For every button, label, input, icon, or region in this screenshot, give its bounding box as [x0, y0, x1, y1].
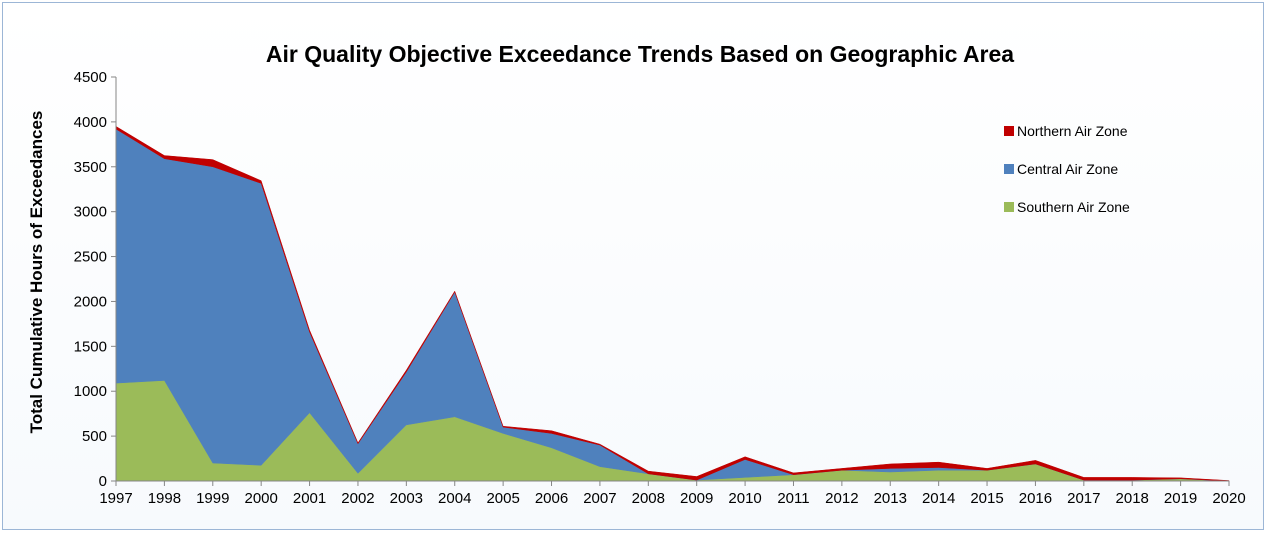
y-tick-label: 4000 [74, 114, 107, 131]
x-tick-label: 2012 [825, 490, 858, 507]
x-tick-label: 2019 [1164, 490, 1197, 507]
legend-swatch-northern-air-zone [1004, 126, 1014, 136]
x-tick-label: 2005 [486, 490, 519, 507]
x-tick-label: 2015 [970, 490, 1003, 507]
stacked-areas [115, 125, 1230, 482]
x-tick-label: 2003 [390, 490, 423, 507]
y-axis-label: Total Cumulative Hours of Exceedances [27, 111, 46, 434]
x-tick-label: 2010 [728, 490, 761, 507]
x-tick-label: 2002 [341, 490, 374, 507]
x-tick-label: 1997 [99, 490, 132, 507]
x-tick-label: 2004 [438, 490, 471, 507]
x-tick-label: 2016 [1019, 490, 1052, 507]
x-tick-label: 2017 [1067, 490, 1100, 507]
x-tick-label: 2013 [874, 490, 907, 507]
y-tick-label: 2000 [74, 293, 107, 310]
axes: 0 500 1000 1500 2000 2500 3000 3500 4000 4500 1997… [74, 69, 1246, 507]
x-tick-label: 1999 [196, 490, 229, 507]
y-tick-label: 3000 [74, 204, 107, 221]
y-tick-label: 4500 [74, 69, 107, 86]
y-tick-label: 3500 [74, 159, 107, 176]
x-tick-label: 2001 [293, 490, 326, 507]
x-tick-label: 2008 [632, 490, 665, 507]
x-tick-label: 2006 [535, 490, 568, 507]
x-tick-label: 2007 [583, 490, 616, 507]
x-tick-label: 2009 [680, 490, 713, 507]
y-tick-label: 2500 [74, 249, 107, 266]
chart-title: Air Quality Objective Exceedance Trends … [266, 41, 1014, 67]
x-tick-label: 2020 [1212, 490, 1245, 507]
legend-label-northern-air-zone: Northern Air Zone [1017, 123, 1128, 139]
x-tick-label: 2018 [1116, 490, 1149, 507]
legend-label-southern-air-zone: Southern Air Zone [1017, 199, 1130, 215]
x-tick-label: 2011 [777, 490, 809, 507]
x-tick-label: 1998 [148, 490, 181, 507]
y-tick-label: 1000 [74, 383, 107, 400]
legend-swatch-southern-air-zone [1004, 202, 1014, 212]
legend-swatch-central-air-zone [1004, 164, 1014, 174]
x-tick-label: 2000 [244, 490, 277, 507]
y-tick-label: 0 [99, 473, 107, 490]
legend: Northern Air Zone Central Air Zone Souther… [1004, 123, 1130, 215]
y-tick-label: 500 [82, 428, 107, 445]
y-tick-label: 1500 [74, 338, 107, 355]
legend-label-central-air-zone: Central Air Zone [1017, 161, 1118, 177]
x-tick-label: 2014 [922, 490, 955, 507]
area-central-air-zone [115, 128, 1230, 482]
